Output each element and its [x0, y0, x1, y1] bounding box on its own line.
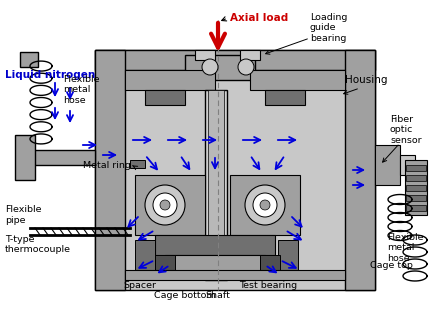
Text: Axial load: Axial load	[230, 13, 288, 23]
Bar	[155, 235, 275, 255]
Bar	[95, 50, 375, 290]
Text: Cage top: Cage top	[370, 261, 413, 270]
Text: Housing: Housing	[345, 75, 388, 85]
Bar	[95, 50, 125, 290]
Circle shape	[245, 185, 285, 225]
Bar	[95, 50, 375, 70]
Bar	[145, 90, 185, 105]
Bar	[405, 160, 427, 215]
Circle shape	[238, 59, 254, 75]
Circle shape	[153, 193, 177, 217]
Text: T-type
thermocouple: T-type thermocouple	[5, 235, 71, 255]
Bar	[135, 240, 155, 270]
Bar	[230, 175, 300, 235]
Text: Metal ring: Metal ring	[83, 161, 131, 169]
Circle shape	[160, 200, 170, 210]
Text: Loading
guide
bearing: Loading guide bearing	[310, 13, 347, 43]
Text: Shaft: Shaft	[205, 290, 230, 300]
Bar	[125, 70, 215, 90]
Text: Fiber
optic
sensor: Fiber optic sensor	[390, 115, 422, 145]
Text: Spacer: Spacer	[124, 280, 156, 289]
Bar	[400, 155, 415, 175]
Bar	[125, 70, 345, 280]
Bar	[135, 175, 205, 235]
Bar	[250, 70, 345, 90]
Bar	[185, 55, 255, 80]
Bar	[20, 52, 38, 67]
Text: Cage bottom: Cage bottom	[154, 290, 216, 300]
Bar	[375, 145, 400, 185]
Bar	[406, 165, 426, 171]
Bar	[195, 50, 215, 60]
Bar	[278, 240, 298, 270]
Bar	[205, 90, 227, 280]
Text: Flexible
metal
hose: Flexible metal hose	[387, 233, 424, 263]
Bar	[30, 150, 95, 165]
Text: Liquid nitrogen: Liquid nitrogen	[5, 70, 95, 80]
Bar	[240, 50, 260, 60]
Bar	[406, 185, 426, 191]
Text: Flexible
pipe: Flexible pipe	[5, 205, 42, 225]
Bar	[125, 270, 345, 280]
Text: Flexible
metal
hose: Flexible metal hose	[63, 75, 99, 105]
Bar	[260, 255, 280, 270]
Bar	[208, 90, 224, 280]
Circle shape	[253, 193, 277, 217]
Text: Test bearing: Test bearing	[239, 280, 297, 289]
Bar	[406, 195, 426, 201]
Circle shape	[145, 185, 185, 225]
Bar	[15, 135, 35, 180]
Bar	[130, 160, 145, 168]
Bar	[406, 175, 426, 181]
Bar	[265, 90, 305, 105]
Circle shape	[260, 200, 270, 210]
Bar	[155, 255, 175, 270]
Bar	[165, 255, 265, 275]
Bar	[406, 205, 426, 211]
Bar	[345, 50, 375, 290]
Circle shape	[202, 59, 218, 75]
